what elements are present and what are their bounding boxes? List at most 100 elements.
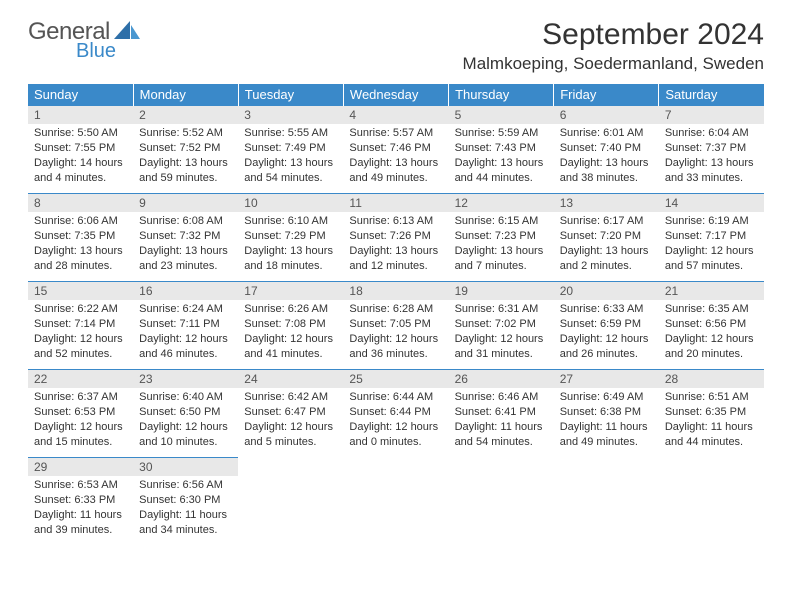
day-number: 27 (554, 370, 659, 388)
calendar-day-cell: 4Sunrise: 5:57 AMSunset: 7:46 PMDaylight… (343, 106, 448, 194)
day-details: Sunrise: 6:40 AMSunset: 6:50 PMDaylight:… (133, 388, 238, 453)
calendar-day-cell: 25Sunrise: 6:44 AMSunset: 6:44 PMDayligh… (343, 370, 448, 458)
calendar-day-cell: 6Sunrise: 6:01 AMSunset: 7:40 PMDaylight… (554, 106, 659, 194)
day-number: 25 (343, 370, 448, 388)
day-number: 6 (554, 106, 659, 124)
day-number: 19 (449, 282, 554, 300)
calendar-day-cell: 17Sunrise: 6:26 AMSunset: 7:08 PMDayligh… (238, 282, 343, 370)
calendar-day-cell: 16Sunrise: 6:24 AMSunset: 7:11 PMDayligh… (133, 282, 238, 370)
day-header: Friday (554, 84, 659, 106)
calendar-day-cell: 8Sunrise: 6:06 AMSunset: 7:35 PMDaylight… (28, 194, 133, 282)
day-number: 17 (238, 282, 343, 300)
day-header: Saturday (659, 84, 764, 106)
day-number: 4 (343, 106, 448, 124)
day-details: Sunrise: 6:22 AMSunset: 7:14 PMDaylight:… (28, 300, 133, 365)
day-details: Sunrise: 5:59 AMSunset: 7:43 PMDaylight:… (449, 124, 554, 189)
calendar-day-cell: 23Sunrise: 6:40 AMSunset: 6:50 PMDayligh… (133, 370, 238, 458)
header-row: General Blue September 2024 Malmkoeping,… (28, 18, 764, 74)
day-number: 30 (133, 458, 238, 476)
day-details: Sunrise: 6:19 AMSunset: 7:17 PMDaylight:… (659, 212, 764, 277)
calendar-week-row: 29Sunrise: 6:53 AMSunset: 6:33 PMDayligh… (28, 458, 764, 546)
day-number: 10 (238, 194, 343, 212)
month-title: September 2024 (463, 18, 764, 52)
calendar-day-cell: 1Sunrise: 5:50 AMSunset: 7:55 PMDaylight… (28, 106, 133, 194)
calendar-day-cell: 19Sunrise: 6:31 AMSunset: 7:02 PMDayligh… (449, 282, 554, 370)
day-number: 14 (659, 194, 764, 212)
calendar-day-cell: 12Sunrise: 6:15 AMSunset: 7:23 PMDayligh… (449, 194, 554, 282)
day-headers-row: SundayMondayTuesdayWednesdayThursdayFrid… (28, 84, 764, 106)
day-details: Sunrise: 6:15 AMSunset: 7:23 PMDaylight:… (449, 212, 554, 277)
day-number: 1 (28, 106, 133, 124)
calendar-day-cell: 10Sunrise: 6:10 AMSunset: 7:29 PMDayligh… (238, 194, 343, 282)
day-number: 13 (554, 194, 659, 212)
day-details: Sunrise: 6:49 AMSunset: 6:38 PMDaylight:… (554, 388, 659, 453)
calendar-day-cell: 11Sunrise: 6:13 AMSunset: 7:26 PMDayligh… (343, 194, 448, 282)
day-details: Sunrise: 6:53 AMSunset: 6:33 PMDaylight:… (28, 476, 133, 541)
day-number: 26 (449, 370, 554, 388)
day-number: 22 (28, 370, 133, 388)
day-details: Sunrise: 6:28 AMSunset: 7:05 PMDaylight:… (343, 300, 448, 365)
day-header: Tuesday (238, 84, 343, 106)
calendar-day-cell: 21Sunrise: 6:35 AMSunset: 6:56 PMDayligh… (659, 282, 764, 370)
calendar-day-cell: 27Sunrise: 6:49 AMSunset: 6:38 PMDayligh… (554, 370, 659, 458)
day-details: Sunrise: 6:10 AMSunset: 7:29 PMDaylight:… (238, 212, 343, 277)
day-number: 16 (133, 282, 238, 300)
calendar-day-cell: 3Sunrise: 5:55 AMSunset: 7:49 PMDaylight… (238, 106, 343, 194)
day-details: Sunrise: 6:42 AMSunset: 6:47 PMDaylight:… (238, 388, 343, 453)
day-header: Thursday (449, 84, 554, 106)
calendar-day-cell: 18Sunrise: 6:28 AMSunset: 7:05 PMDayligh… (343, 282, 448, 370)
day-details: Sunrise: 5:57 AMSunset: 7:46 PMDaylight:… (343, 124, 448, 189)
day-number: 18 (343, 282, 448, 300)
calendar-day-cell: 24Sunrise: 6:42 AMSunset: 6:47 PMDayligh… (238, 370, 343, 458)
day-number: 11 (343, 194, 448, 212)
day-number: 2 (133, 106, 238, 124)
day-details: Sunrise: 6:08 AMSunset: 7:32 PMDaylight:… (133, 212, 238, 277)
day-details: Sunrise: 6:46 AMSunset: 6:41 PMDaylight:… (449, 388, 554, 453)
day-details: Sunrise: 6:44 AMSunset: 6:44 PMDaylight:… (343, 388, 448, 453)
day-details: Sunrise: 6:17 AMSunset: 7:20 PMDaylight:… (554, 212, 659, 277)
day-details: Sunrise: 6:26 AMSunset: 7:08 PMDaylight:… (238, 300, 343, 365)
day-number: 23 (133, 370, 238, 388)
calendar-day-cell (343, 458, 448, 546)
day-details: Sunrise: 5:50 AMSunset: 7:55 PMDaylight:… (28, 124, 133, 189)
day-details: Sunrise: 6:13 AMSunset: 7:26 PMDaylight:… (343, 212, 448, 277)
calendar-day-cell: 2Sunrise: 5:52 AMSunset: 7:52 PMDaylight… (133, 106, 238, 194)
day-number: 5 (449, 106, 554, 124)
brand-blue: Blue (76, 40, 140, 63)
calendar-day-cell: 22Sunrise: 6:37 AMSunset: 6:53 PMDayligh… (28, 370, 133, 458)
day-details: Sunrise: 6:33 AMSunset: 6:59 PMDaylight:… (554, 300, 659, 365)
calendar-day-cell: 14Sunrise: 6:19 AMSunset: 7:17 PMDayligh… (659, 194, 764, 282)
brand-logo: General Blue (28, 18, 140, 63)
calendar-day-cell: 9Sunrise: 6:08 AMSunset: 7:32 PMDaylight… (133, 194, 238, 282)
day-number: 12 (449, 194, 554, 212)
calendar-day-cell (659, 458, 764, 546)
calendar-day-cell: 20Sunrise: 6:33 AMSunset: 6:59 PMDayligh… (554, 282, 659, 370)
calendar-body: 1Sunrise: 5:50 AMSunset: 7:55 PMDaylight… (28, 106, 764, 546)
day-details: Sunrise: 6:31 AMSunset: 7:02 PMDaylight:… (449, 300, 554, 365)
day-number: 7 (659, 106, 764, 124)
day-details: Sunrise: 6:01 AMSunset: 7:40 PMDaylight:… (554, 124, 659, 189)
calendar-week-row: 15Sunrise: 6:22 AMSunset: 7:14 PMDayligh… (28, 282, 764, 370)
day-details: Sunrise: 6:24 AMSunset: 7:11 PMDaylight:… (133, 300, 238, 365)
day-number: 21 (659, 282, 764, 300)
calendar-week-row: 1Sunrise: 5:50 AMSunset: 7:55 PMDaylight… (28, 106, 764, 194)
location-subtitle: Malmkoeping, Soedermanland, Sweden (463, 54, 764, 74)
calendar-table: SundayMondayTuesdayWednesdayThursdayFrid… (28, 84, 764, 546)
calendar-day-cell (554, 458, 659, 546)
calendar-day-cell: 15Sunrise: 6:22 AMSunset: 7:14 PMDayligh… (28, 282, 133, 370)
day-header: Sunday (28, 84, 133, 106)
day-header: Wednesday (343, 84, 448, 106)
day-number: 20 (554, 282, 659, 300)
day-number: 29 (28, 458, 133, 476)
day-number: 8 (28, 194, 133, 212)
calendar-day-cell: 26Sunrise: 6:46 AMSunset: 6:41 PMDayligh… (449, 370, 554, 458)
calendar-day-cell: 5Sunrise: 5:59 AMSunset: 7:43 PMDaylight… (449, 106, 554, 194)
day-details: Sunrise: 6:51 AMSunset: 6:35 PMDaylight:… (659, 388, 764, 453)
calendar-day-cell (449, 458, 554, 546)
day-number: 15 (28, 282, 133, 300)
day-details: Sunrise: 5:55 AMSunset: 7:49 PMDaylight:… (238, 124, 343, 189)
calendar-day-cell: 29Sunrise: 6:53 AMSunset: 6:33 PMDayligh… (28, 458, 133, 546)
day-details: Sunrise: 6:37 AMSunset: 6:53 PMDaylight:… (28, 388, 133, 453)
calendar-week-row: 8Sunrise: 6:06 AMSunset: 7:35 PMDaylight… (28, 194, 764, 282)
calendar-day-cell: 13Sunrise: 6:17 AMSunset: 7:20 PMDayligh… (554, 194, 659, 282)
